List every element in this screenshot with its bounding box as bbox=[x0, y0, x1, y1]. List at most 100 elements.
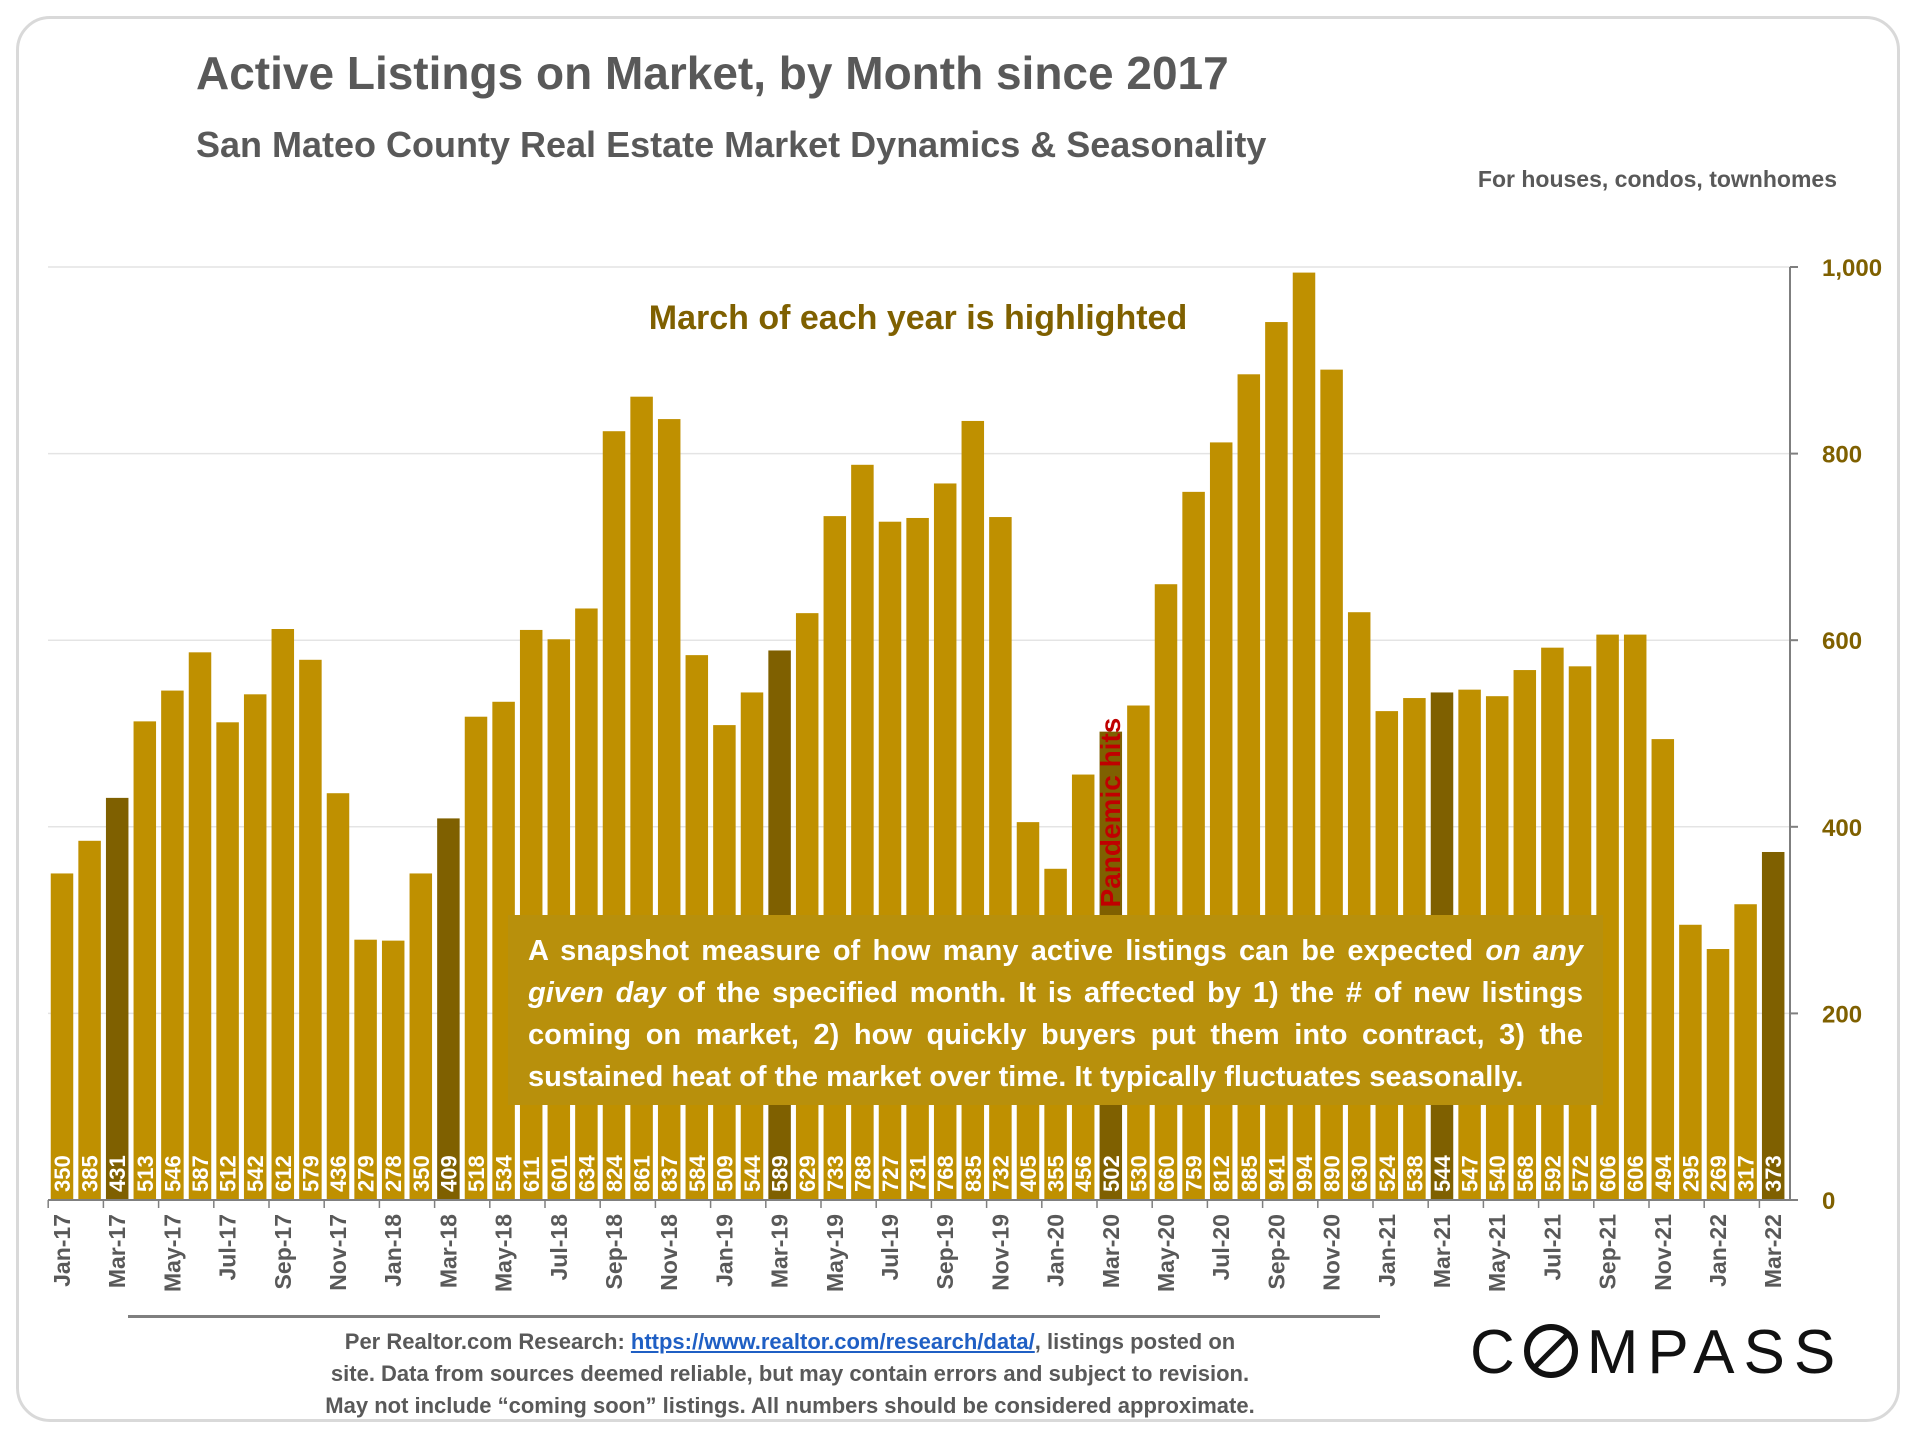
chart-subtitle: San Mateo County Real Estate Market Dyna… bbox=[196, 124, 1267, 165]
y-tick-label: 400 bbox=[1822, 815, 1862, 842]
source-link[interactable]: https://www.realtor.com/research/data/ bbox=[630, 1329, 1035, 1354]
x-tick-label: Nov-21 bbox=[1650, 1214, 1676, 1291]
data-label: 546 bbox=[160, 1155, 185, 1192]
data-label: 513 bbox=[133, 1155, 158, 1192]
data-label: 502 bbox=[1099, 1155, 1124, 1192]
x-tick-label: Sep-21 bbox=[1595, 1214, 1621, 1290]
x-tick-label: Nov-19 bbox=[987, 1214, 1013, 1291]
data-label: 587 bbox=[188, 1155, 213, 1192]
data-label: 727 bbox=[878, 1155, 903, 1192]
x-tick-label: May-19 bbox=[822, 1214, 848, 1292]
data-label: 812 bbox=[1209, 1155, 1234, 1192]
data-label: 385 bbox=[78, 1155, 103, 1192]
bar-feb-18 bbox=[409, 873, 433, 1200]
x-tick-label: Jan-20 bbox=[1043, 1214, 1069, 1287]
y-tick-label: 1,000 bbox=[1822, 255, 1882, 282]
y-tick-label: 0 bbox=[1822, 1188, 1835, 1215]
data-label: 589 bbox=[768, 1155, 793, 1192]
bar-apr-19 bbox=[795, 613, 819, 1200]
x-tick-label: May-17 bbox=[159, 1214, 185, 1292]
data-label: 733 bbox=[823, 1155, 848, 1192]
y-tick-label: 600 bbox=[1822, 628, 1862, 655]
data-label: 350 bbox=[50, 1155, 75, 1192]
data-label: 279 bbox=[354, 1155, 379, 1192]
data-label: 534 bbox=[492, 1155, 517, 1192]
data-label: 431 bbox=[105, 1155, 130, 1192]
bar-sep-17 bbox=[271, 629, 295, 1200]
compass-logo: C MPASS bbox=[1470, 1318, 1845, 1387]
x-tick-label: Nov-18 bbox=[656, 1214, 682, 1291]
bar-dec-21 bbox=[1679, 924, 1702, 1200]
x-tick-label: Jan-21 bbox=[1374, 1214, 1400, 1287]
bar-jan-17 bbox=[50, 873, 74, 1200]
bar-apr-18 bbox=[464, 716, 488, 1200]
data-label: 540 bbox=[1485, 1155, 1510, 1192]
data-label: 788 bbox=[850, 1155, 875, 1192]
source-line-1: Per Realtor.com Research: https://www.re… bbox=[344, 1329, 1236, 1354]
data-label: 660 bbox=[1154, 1155, 1179, 1192]
bar-oct-17 bbox=[299, 659, 322, 1200]
bar-mar-22 bbox=[1761, 851, 1785, 1200]
info-line-2: given day of the specified month. It is … bbox=[528, 977, 1583, 1009]
x-tick-label: Sep-18 bbox=[601, 1214, 627, 1290]
y-tick-label: 800 bbox=[1822, 442, 1862, 469]
info-line-1: A snapshot measure of how many active li… bbox=[528, 935, 1583, 967]
bar-nov-21 bbox=[1651, 739, 1675, 1200]
bar-oct-21 bbox=[1623, 634, 1647, 1200]
data-label: 890 bbox=[1320, 1155, 1345, 1192]
chart-title: Active Listings on Market, by Month sinc… bbox=[196, 47, 1229, 99]
axes: 0 200 400 600 800 1,000 Jan-17 Mar-17 May-17 Jul-… bbox=[47, 255, 1882, 1292]
x-tick-label: Mar-21 bbox=[1429, 1214, 1455, 1288]
bar-may-20 bbox=[1154, 584, 1178, 1200]
bar-aug-17 bbox=[243, 694, 267, 1200]
data-label: 512 bbox=[216, 1155, 241, 1192]
x-tick-label: Jul-20 bbox=[1208, 1214, 1234, 1280]
bar-jun-17 bbox=[188, 652, 212, 1200]
data-label: 350 bbox=[409, 1155, 434, 1192]
x-tick-label: Jan-22 bbox=[1705, 1214, 1731, 1287]
highlight-note: March of each year is highlighted bbox=[649, 299, 1187, 337]
data-label: 409 bbox=[436, 1155, 461, 1192]
bar-aug-18 bbox=[575, 608, 598, 1200]
data-label: 405 bbox=[1016, 1155, 1041, 1192]
data-label: 606 bbox=[1623, 1155, 1648, 1192]
data-label: 317 bbox=[1734, 1155, 1759, 1192]
info-line-4: sustained heat of the market over time. … bbox=[528, 1061, 1524, 1093]
x-tick-label: Sep-17 bbox=[270, 1214, 296, 1289]
data-label: 768 bbox=[933, 1155, 958, 1192]
data-label: 278 bbox=[381, 1155, 406, 1192]
scope-note: For houses, condos, townhomes bbox=[1477, 166, 1837, 192]
source-line-3: May not include “coming soon” listings. … bbox=[325, 1393, 1255, 1418]
source-note: Per Realtor.com Research: https://www.re… bbox=[250, 1326, 1330, 1422]
bar-jan-22 bbox=[1706, 949, 1730, 1200]
data-label: 530 bbox=[1126, 1155, 1151, 1192]
bar-mar-17 bbox=[105, 797, 129, 1200]
data-label: 494 bbox=[1651, 1155, 1676, 1192]
bar-jan-18 bbox=[381, 940, 405, 1200]
data-label: 572 bbox=[1568, 1155, 1593, 1192]
data-label: 612 bbox=[271, 1155, 296, 1192]
bar-dec-20 bbox=[1347, 612, 1371, 1200]
x-tick-label: Nov-20 bbox=[1319, 1214, 1345, 1291]
data-label: 634 bbox=[574, 1155, 599, 1192]
x-tick-label: Jul-18 bbox=[546, 1214, 572, 1281]
bar-feb-17 bbox=[78, 840, 101, 1200]
x-tick-label: Mar-17 bbox=[104, 1214, 130, 1288]
data-label: 436 bbox=[326, 1155, 351, 1192]
x-tick-label: May-18 bbox=[491, 1214, 517, 1292]
x-tick-label: May-21 bbox=[1484, 1214, 1510, 1292]
data-label: 601 bbox=[547, 1155, 572, 1192]
bar-mar-18 bbox=[437, 818, 460, 1200]
data-label: 994 bbox=[1292, 1155, 1317, 1192]
x-tick-label: Jan-18 bbox=[380, 1214, 406, 1287]
data-label: 518 bbox=[464, 1155, 489, 1192]
data-label: 295 bbox=[1678, 1155, 1703, 1192]
x-tick-label: Jan-17 bbox=[49, 1214, 75, 1287]
x-tick-label: Mar-20 bbox=[1098, 1214, 1124, 1288]
data-label: 538 bbox=[1402, 1155, 1427, 1192]
x-tick-label: Nov-17 bbox=[325, 1214, 351, 1291]
data-label: 524 bbox=[1375, 1155, 1400, 1192]
data-label: 835 bbox=[961, 1155, 986, 1192]
data-label: 584 bbox=[685, 1155, 710, 1192]
